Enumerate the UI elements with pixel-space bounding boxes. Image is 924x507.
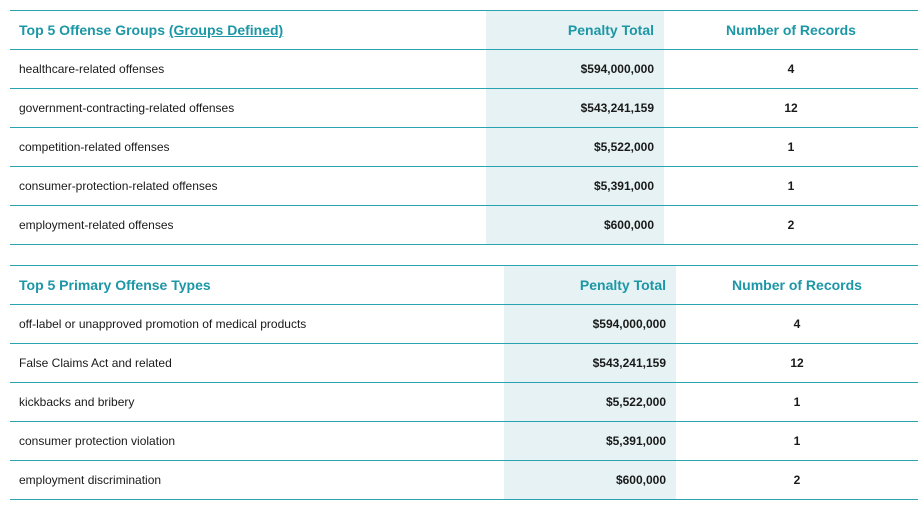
offense-groups-title-text: Top 5 Offense Groups (19, 22, 165, 38)
offense-group-name: competition-related offenses (10, 127, 486, 167)
record-count-value: 4 (676, 304, 918, 344)
offense-type-name: employment discrimination (10, 460, 504, 500)
table-row: consumer-protection-related offenses $5,… (10, 166, 918, 206)
penalty-total-value: $5,391,000 (504, 421, 676, 461)
record-count-value: 12 (676, 343, 918, 383)
table-row: kickbacks and bribery $5,522,000 1 (10, 382, 918, 422)
penalty-total-value: $600,000 (504, 460, 676, 500)
primary-offense-types-title: Top 5 Primary Offense Types (10, 265, 504, 305)
offense-groups-title: Top 5 Offense Groups (Groups Defined) (10, 10, 486, 50)
table-row: government-contracting-related offenses … (10, 88, 918, 128)
number-of-records-header: Number of Records (676, 265, 918, 305)
penalty-total-value: $543,241,159 (504, 343, 676, 383)
offense-groups-table: Top 5 Offense Groups (Groups Defined) Pe… (10, 10, 918, 245)
record-count-value: 1 (676, 382, 918, 422)
penalty-total-value: $5,522,000 (504, 382, 676, 422)
primary-offense-types-table: Top 5 Primary Offense Types Penalty Tota… (10, 265, 918, 500)
offense-group-name: healthcare-related offenses (10, 49, 486, 89)
penalty-total-value: $594,000,000 (486, 49, 664, 89)
record-count-value: 1 (676, 421, 918, 461)
offense-type-name: kickbacks and bribery (10, 382, 504, 422)
table-row: healthcare-related offenses $594,000,000… (10, 49, 918, 89)
record-count-value: 1 (664, 166, 918, 206)
penalty-total-value: $600,000 (486, 205, 664, 245)
record-count-value: 2 (676, 460, 918, 500)
penalty-total-value: $594,000,000 (504, 304, 676, 344)
groups-defined-link[interactable]: (Groups Defined) (168, 22, 284, 38)
record-count-value: 4 (664, 49, 918, 89)
offense-group-name: government-contracting-related offenses (10, 88, 486, 128)
table-row: employment-related offenses $600,000 2 (10, 205, 918, 245)
record-count-value: 12 (664, 88, 918, 128)
table-header-row: Top 5 Primary Offense Types Penalty Tota… (10, 265, 918, 305)
penalty-total-value: $5,522,000 (486, 127, 664, 167)
table-header-row: Top 5 Offense Groups (Groups Defined) Pe… (10, 10, 918, 50)
table-row: off-label or unapproved promotion of med… (10, 304, 918, 344)
penalty-total-header: Penalty Total (486, 10, 664, 50)
penalty-total-header: Penalty Total (504, 265, 676, 305)
offense-group-name: employment-related offenses (10, 205, 486, 245)
number-of-records-header: Number of Records (664, 10, 918, 50)
table-row: employment discrimination $600,000 2 (10, 460, 918, 500)
table-row: False Claims Act and related $543,241,15… (10, 343, 918, 383)
table-row: consumer protection violation $5,391,000… (10, 421, 918, 461)
penalty-total-value: $543,241,159 (486, 88, 664, 128)
offense-type-name: consumer protection violation (10, 421, 504, 461)
table-row: competition-related offenses $5,522,000 … (10, 127, 918, 167)
penalty-total-value: $5,391,000 (486, 166, 664, 206)
offense-type-name: off-label or unapproved promotion of med… (10, 304, 504, 344)
offense-type-name: False Claims Act and related (10, 343, 504, 383)
record-count-value: 1 (664, 127, 918, 167)
record-count-value: 2 (664, 205, 918, 245)
offense-group-name: consumer-protection-related offenses (10, 166, 486, 206)
